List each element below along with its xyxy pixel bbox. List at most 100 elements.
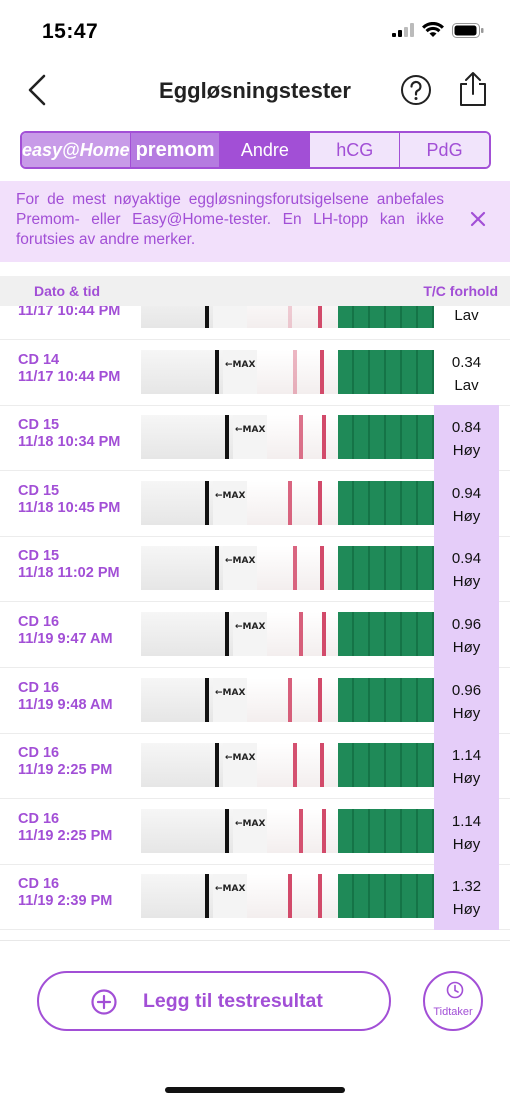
strip-max-marker [215, 349, 219, 394]
timer-button[interactable]: Tidtaker [423, 971, 483, 1031]
test-result-row[interactable]: CD 16 11/19 9:48 AM ←MAX 0.96 Høy [0, 667, 510, 734]
lh-level-label: Høy [452, 704, 481, 722]
strip-max-marker [205, 306, 209, 328]
info-banner: For de mest nøyaktige eggløsningsforutsi… [0, 181, 510, 262]
test-result-row[interactable]: CD 15 11/18 10:45 PM ←MAX 0.94 Høy [0, 470, 510, 537]
lh-level-label: Lav [454, 307, 479, 324]
tc-ratio-value: 0.34 [451, 353, 482, 371]
tab-andre[interactable]: Andre [220, 133, 311, 167]
home-indicator[interactable] [165, 1087, 345, 1093]
lh-level-label: Høy [452, 835, 481, 853]
test-datetime: 11/19 9:48 AM [18, 696, 113, 713]
strip-lh-label-area [338, 480, 434, 525]
strip-max-text: ←MAX [235, 818, 266, 829]
wifi-icon [422, 22, 444, 37]
strip-test-line [287, 677, 292, 722]
tc-ratio-value: 0.94 [451, 484, 482, 502]
strip-handle [141, 743, 223, 788]
strip-test-line [287, 480, 292, 525]
cycle-day-label: CD 16 [18, 810, 60, 827]
test-datetime: 11/17 10:44 PM [18, 306, 121, 319]
test-strip-image[interactable]: ←MAX [141, 306, 434, 328]
test-result-row[interactable]: CD 15 11/18 10:34 PM ←MAX 0.84 Høy [0, 405, 510, 472]
strip-max-text: ←MAX [225, 556, 256, 567]
cycle-day-label: CD 16 [18, 614, 60, 630]
clock-icon [446, 981, 464, 999]
strip-test-line [293, 743, 298, 788]
test-result-row[interactable]: CD 16 11/19 9:47 AM ←MAX 0.96 Høy [0, 602, 510, 668]
plus-circle-icon [91, 989, 117, 1015]
strip-control-line [320, 349, 325, 394]
lh-level-label: Lav [454, 376, 479, 394]
lh-level-label: Høy [452, 442, 481, 460]
strip-lh-label-area [338, 612, 434, 656]
page-title: Eggløsningstester [159, 78, 351, 103]
strip-handle [141, 546, 223, 591]
test-result-row[interactable]: CD 14 11/17 10:44 PM ←MAX 0.34 Lav [0, 340, 510, 406]
test-strip-image[interactable]: ←MAX [141, 874, 434, 919]
test-result-row[interactable]: CD 16 11/19 2:25 PM ←MAX 1.14 Høy [0, 733, 510, 800]
strip-control-line [322, 415, 327, 460]
strip-control-line [322, 612, 327, 656]
test-strip-image[interactable]: ←MAX [141, 677, 434, 722]
table-header: Dato & tid T/C forhold [0, 276, 510, 306]
test-strip-image[interactable]: ←MAX [141, 349, 434, 394]
strip-control-line [320, 743, 325, 788]
strip-test-line [293, 349, 298, 394]
info-banner-text: For de mest nøyaktige eggløsningsforutsi… [16, 191, 444, 248]
test-datetime: 11/19 2:25 PM [18, 762, 113, 779]
strip-result-window [257, 349, 338, 394]
strip-result-window [247, 480, 338, 525]
tc-ratio-cell: 0.84 Høy [434, 405, 499, 472]
test-strip-image[interactable]: ←MAX [141, 743, 434, 788]
tc-ratio-cell: 1.14 Høy [434, 798, 499, 865]
column-header-date-time: Dato & tid [34, 283, 101, 299]
tc-ratio-value: 1.32 [451, 878, 482, 896]
tab-easy-at-home[interactable]: easy@Home [22, 133, 131, 167]
status-icons [392, 22, 484, 38]
tab-premom[interactable]: premom [130, 133, 221, 167]
test-result-row[interactable]: CD 15 11/18 11:02 PM ←MAX 0.94 Høy [0, 536, 510, 603]
strip-max-marker [205, 874, 209, 919]
tc-ratio-cell: 0.94 Høy [434, 536, 499, 603]
strip-handle [141, 306, 213, 328]
test-strip-image[interactable]: ←MAX [141, 808, 434, 853]
strip-lh-label-area [338, 743, 434, 788]
test-result-row[interactable]: 11/17 10:44 PM ←MAX Lav [0, 306, 510, 340]
strip-max-text: ←MAX [215, 687, 246, 698]
tc-ratio-value: 0.96 [451, 681, 482, 699]
strip-test-line [287, 874, 292, 919]
strip-max-marker [215, 546, 219, 591]
tab-pdg[interactable]: PdG [400, 133, 489, 167]
tc-ratio-value: 1.14 [451, 812, 482, 830]
strip-handle [141, 808, 233, 853]
timer-label: Tidtaker [433, 1006, 473, 1018]
help-icon[interactable] [400, 74, 432, 106]
cycle-day-label: CD 16 [18, 745, 60, 762]
back-arrow-icon[interactable] [22, 72, 58, 108]
close-icon[interactable] [468, 209, 488, 229]
tab-hcg[interactable]: hCG [310, 133, 401, 167]
tc-ratio-cell: 0.96 Høy [434, 667, 499, 734]
strip-test-line [298, 612, 303, 656]
test-strip-image[interactable]: ←MAX [141, 546, 434, 591]
test-datetime: 11/17 10:44 PM [18, 368, 121, 385]
test-strip-image[interactable]: ←MAX [141, 415, 434, 460]
tc-ratio-cell: 0.96 Høy [434, 602, 499, 668]
tc-ratio-value: 1.14 [451, 747, 482, 765]
strip-result-window [257, 743, 338, 788]
test-result-row[interactable]: CD 16 11/19 2:25 PM ←MAX 1.14 Høy [0, 798, 510, 865]
add-test-result-button[interactable]: Legg til testresultat [37, 971, 391, 1031]
cellular-signal-icon [392, 23, 414, 37]
share-icon[interactable] [456, 70, 490, 108]
test-strip-image[interactable]: ←MAX [141, 612, 434, 656]
strip-handle [141, 612, 233, 656]
test-strip-image[interactable]: ←MAX [141, 480, 434, 525]
strip-handle [141, 349, 223, 394]
test-result-row[interactable]: CD 16 11/19 2:39 PM ←MAX 1.32 Høy [0, 864, 510, 931]
strip-result-window [257, 546, 338, 591]
strip-max-marker [225, 415, 229, 460]
strip-result-window [247, 874, 338, 919]
cycle-day-label: CD 15 [18, 548, 60, 565]
